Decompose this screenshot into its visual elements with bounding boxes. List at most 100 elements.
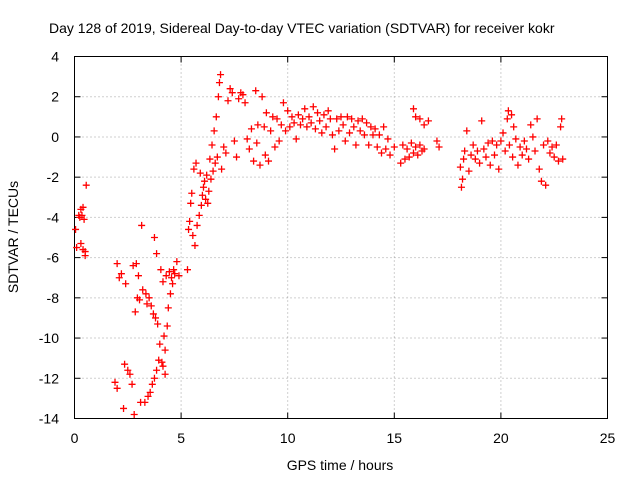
data-point bbox=[183, 266, 191, 274]
data-point bbox=[78, 211, 86, 219]
y-tick-label: -14 bbox=[39, 411, 59, 427]
data-point bbox=[150, 234, 158, 241]
data-point bbox=[467, 151, 475, 159]
data-point bbox=[412, 113, 420, 121]
data-point bbox=[335, 127, 343, 135]
y-axis-label: SDTVAR / TECUs bbox=[5, 181, 21, 293]
data-point bbox=[518, 151, 526, 159]
data-point bbox=[322, 123, 330, 131]
data-point bbox=[235, 95, 243, 103]
data-point bbox=[224, 97, 232, 105]
data-point bbox=[484, 139, 492, 147]
data-point bbox=[262, 109, 270, 117]
data-point bbox=[480, 145, 488, 153]
data-point bbox=[208, 141, 216, 149]
data-point bbox=[420, 121, 428, 129]
data-point bbox=[529, 133, 537, 141]
data-point bbox=[382, 145, 390, 153]
data-point bbox=[261, 151, 269, 159]
data-point bbox=[122, 280, 130, 288]
data-point bbox=[154, 320, 162, 328]
data-point bbox=[343, 113, 351, 121]
data-point bbox=[256, 161, 264, 169]
data-point bbox=[320, 111, 328, 119]
data-point bbox=[548, 143, 556, 151]
data-point bbox=[164, 304, 172, 312]
data-point bbox=[120, 404, 128, 412]
data-point bbox=[185, 225, 193, 233]
data-point bbox=[473, 147, 481, 155]
data-point bbox=[488, 137, 496, 145]
data-point bbox=[341, 137, 349, 145]
data-point bbox=[163, 322, 171, 330]
data-point bbox=[282, 127, 290, 135]
data-point bbox=[552, 141, 560, 149]
data-point bbox=[142, 290, 150, 298]
data-point bbox=[273, 115, 281, 123]
data-point bbox=[371, 125, 379, 133]
data-point bbox=[465, 167, 473, 175]
data-point bbox=[350, 123, 358, 131]
data-point bbox=[414, 151, 422, 159]
data-point bbox=[292, 135, 300, 143]
data-point bbox=[352, 141, 360, 149]
data-point bbox=[113, 384, 121, 392]
data-point bbox=[501, 147, 509, 155]
data-point bbox=[491, 151, 499, 159]
data-point bbox=[243, 135, 251, 143]
data-point bbox=[495, 165, 503, 173]
data-point bbox=[358, 115, 366, 123]
data-point bbox=[153, 366, 161, 374]
data-point bbox=[433, 137, 441, 145]
data-point bbox=[386, 151, 394, 159]
data-point bbox=[460, 155, 468, 163]
data-point bbox=[527, 121, 535, 129]
data-point bbox=[156, 340, 164, 348]
data-point bbox=[356, 127, 364, 135]
data-point bbox=[191, 242, 199, 250]
data-point bbox=[197, 201, 205, 209]
data-point bbox=[162, 272, 170, 280]
data-point bbox=[520, 137, 528, 145]
data-point bbox=[161, 346, 169, 354]
data-point bbox=[188, 189, 196, 197]
data-point bbox=[198, 191, 206, 199]
data-point bbox=[405, 153, 413, 161]
data-point bbox=[540, 141, 548, 149]
data-point bbox=[245, 145, 253, 153]
data-point bbox=[478, 117, 486, 125]
x-tick-label: 10 bbox=[280, 430, 296, 446]
y-tick-label: -8 bbox=[47, 290, 60, 306]
data-point bbox=[210, 127, 218, 135]
data-point bbox=[363, 119, 371, 127]
data-point bbox=[554, 157, 562, 165]
data-point bbox=[399, 141, 407, 149]
data-point bbox=[226, 85, 234, 93]
chart-title: Day 128 of 2019, Sidereal Day-to-day VTE… bbox=[49, 20, 555, 36]
data-point bbox=[149, 310, 157, 318]
data-point bbox=[265, 157, 273, 165]
data-point bbox=[328, 131, 336, 139]
data-point bbox=[311, 125, 319, 133]
data-point bbox=[218, 165, 226, 173]
data-point bbox=[390, 143, 398, 151]
data-point bbox=[509, 153, 517, 161]
data-point bbox=[461, 147, 469, 155]
data-point bbox=[171, 270, 179, 278]
data-point bbox=[239, 91, 247, 99]
data-point bbox=[504, 107, 512, 115]
y-tick-label: 2 bbox=[51, 89, 59, 105]
data-point bbox=[499, 129, 507, 137]
data-point bbox=[471, 155, 479, 163]
data-point bbox=[318, 129, 326, 137]
data-point bbox=[301, 105, 309, 113]
data-point bbox=[546, 149, 554, 157]
data-point bbox=[146, 388, 154, 396]
data-point bbox=[121, 360, 129, 368]
data-point bbox=[82, 181, 90, 189]
data-point bbox=[206, 155, 214, 163]
data-point bbox=[558, 115, 566, 123]
data-point bbox=[369, 131, 377, 139]
data-point bbox=[326, 115, 334, 123]
